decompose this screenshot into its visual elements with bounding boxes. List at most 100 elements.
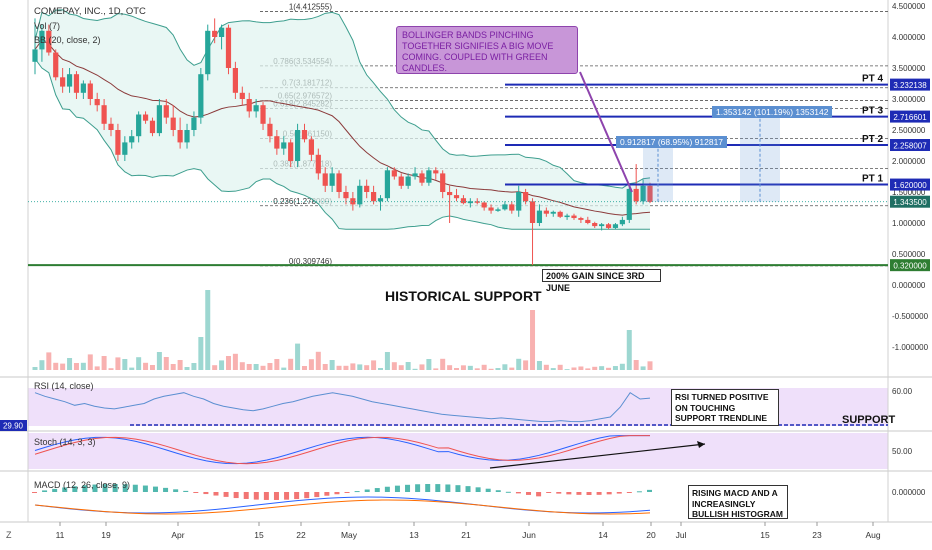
candle-body — [419, 173, 425, 183]
stoch-axis-label: 50.00 — [892, 447, 913, 456]
candle-body — [94, 99, 100, 106]
volume-bar — [67, 358, 73, 370]
macd-hist-bar — [425, 484, 431, 492]
candle-body — [557, 211, 563, 217]
price-tick-label: -0.500000 — [892, 312, 929, 321]
volume-bar — [447, 365, 453, 370]
macd-hist-bar — [82, 485, 88, 492]
macd-hist-bar — [616, 492, 622, 494]
volume-bar — [315, 351, 321, 370]
volume-bar — [523, 360, 529, 370]
x-tick-label: Aug — [865, 530, 880, 540]
volume-bar — [212, 365, 218, 370]
bb-note: BOLLINGER BANDS PINCHING TOGETHER SIGNIF… — [396, 26, 578, 74]
macd-hist-bar — [132, 484, 138, 492]
candle-body — [460, 198, 467, 204]
macd-hist-bar — [405, 484, 411, 492]
macd-hist-bar — [203, 492, 209, 495]
volume-bar — [163, 357, 169, 370]
candle-body — [46, 30, 52, 53]
support-tag-text: 0.320000 — [893, 262, 927, 271]
stoch-k-line — [34, 435, 650, 465]
macd-hist-bar — [142, 485, 148, 492]
candle-body — [80, 83, 86, 93]
target-tag — [890, 178, 930, 191]
gain-note: 200% GAIN SINCE 3RD JUNE — [542, 269, 661, 293]
macd-hist-bar — [213, 492, 219, 496]
volume-bar — [329, 360, 335, 370]
candle-body — [384, 170, 391, 199]
candle-body — [343, 192, 349, 199]
macd-hist-bar — [384, 486, 390, 492]
volume-bar — [412, 368, 418, 370]
candle-body — [115, 130, 121, 155]
candle-body — [474, 201, 480, 203]
volume-bar — [336, 365, 342, 370]
x-tick-label: 13 — [409, 530, 419, 540]
macd-hist-bar — [485, 488, 491, 492]
macd-hist-bar — [415, 484, 421, 492]
volume-bar — [156, 352, 162, 370]
volume-bar — [53, 362, 59, 370]
candle-body — [495, 209, 501, 211]
candle-body — [108, 123, 114, 130]
candle-body — [156, 105, 162, 134]
volume-bar — [129, 367, 135, 370]
candle-body — [253, 105, 259, 112]
price-tick-label: 4.000000 — [892, 33, 926, 42]
corner-label: Z — [6, 530, 12, 540]
candle-body — [136, 114, 142, 137]
candle-body — [212, 30, 218, 37]
macd-hist-bar — [495, 490, 501, 492]
volume-bar — [225, 356, 231, 370]
support-tag — [890, 259, 930, 272]
volume-bar — [46, 352, 52, 370]
candle-body — [336, 173, 342, 192]
volume-bar — [170, 364, 176, 370]
volume-bar — [599, 366, 605, 370]
macd-hist-bar — [253, 492, 259, 500]
candle-body — [529, 201, 536, 223]
current-price-tag — [890, 195, 930, 208]
candle-body — [377, 198, 384, 202]
bb-label: BB (20, close, 2) — [34, 35, 101, 45]
volume-bar — [592, 366, 598, 370]
x-tick-label: May — [341, 530, 358, 540]
macd-hist-bar — [636, 491, 642, 493]
candle-body — [225, 27, 232, 68]
support-note: HISTORICAL SUPPORT — [385, 288, 542, 304]
bb-mid-line — [34, 39, 651, 216]
volume-bar — [426, 359, 432, 370]
price-tick-label: 0.500000 — [892, 250, 926, 259]
candle-body — [191, 117, 197, 130]
volume-bar — [136, 357, 142, 370]
price-tick-label: 1.000000 — [892, 219, 926, 228]
volume-bar — [246, 364, 252, 370]
candle-body — [294, 130, 301, 161]
stoch-arrow-head — [697, 441, 705, 448]
candle-body — [129, 136, 135, 143]
price-tick-label: 0.000000 — [892, 281, 926, 290]
candle-body — [447, 192, 453, 196]
current-price-text: 1.343500 — [893, 198, 927, 207]
macd-hist-bar — [505, 491, 511, 493]
x-tick-label: Jun — [522, 530, 536, 540]
target-name: PT 1 — [862, 174, 884, 185]
volume-bar — [536, 361, 542, 370]
target-tag-text: 3.232138 — [893, 81, 927, 90]
candle-body — [218, 27, 225, 37]
bb-note-arrow — [579, 71, 633, 193]
volume-bar — [198, 337, 204, 370]
macd-hist-bar — [364, 489, 370, 492]
volume-bar — [578, 366, 584, 370]
candle-body — [605, 224, 612, 228]
candle-body — [177, 130, 183, 143]
macd-hist-bar — [606, 492, 612, 495]
volume-bar — [295, 343, 301, 370]
candle-body — [357, 185, 363, 205]
candle-body — [536, 210, 543, 223]
volume-bar — [633, 360, 639, 370]
volume-bar — [149, 365, 155, 370]
macd-hist-bar — [193, 492, 199, 493]
